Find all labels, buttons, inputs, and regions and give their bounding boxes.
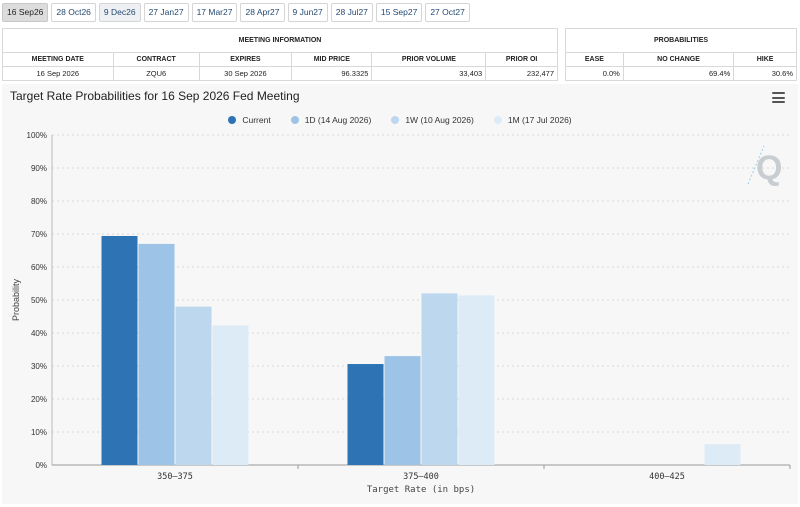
tab-9-dec26[interactable]: 9 Dec26 (98, 3, 141, 22)
col-ease: EASE (565, 52, 624, 67)
legend-item[interactable]: Current (228, 115, 271, 125)
tab-28-oct26[interactable]: 28 Oct26 (51, 3, 96, 22)
chart-legend: Current 1D (14 Aug 2026) 1W (10 Aug 2026) 1… (2, 115, 798, 125)
bar (458, 295, 495, 465)
legend-label: 1D (14 Aug 2026) (304, 115, 372, 125)
col-no-change: NO CHANGE (622, 52, 735, 67)
q-logo-icon: Q (747, 145, 782, 187)
x-tick-label: 400–425 (649, 472, 685, 482)
legend-label: 1W (10 Aug 2026) (405, 115, 474, 125)
y-tick-label: 90% (31, 164, 47, 173)
y-tick-label: 10% (31, 428, 47, 437)
cell-prior-oi: 232,477 (485, 66, 558, 81)
tab-9-jun27[interactable]: 9 Jun27 (287, 3, 328, 22)
probability-chart: 0% 10% 20% 30% 40% 50% 60% 70% 80% 90% 100% 350–375… (11, 131, 791, 495)
y-tick-label: 0% (35, 461, 47, 470)
meeting-tabs: 16 Sep26 28 Oct26 9 Dec26 27 Jan27 17 Mar27 2… (2, 3, 470, 23)
tab-28-apr27[interactable]: 28 Apr27 (240, 3, 285, 22)
hamburger-menu-icon[interactable] (772, 92, 785, 103)
probabilities-table: PROBABILITIES EASE NO CHANGE HIKE 0.0% 6… (565, 28, 797, 81)
y-tick-label: 100% (27, 131, 47, 140)
legend-item[interactable]: 1M (17 Jul 2026) (493, 115, 572, 125)
meeting-info-header: MEETING INFORMATION (2, 28, 558, 53)
meeting-information-table: MEETING INFORMATION MEETING DATE CONTRAC… (2, 28, 558, 81)
bar (704, 444, 741, 465)
cell-expires: 30 Sep 2026 (198, 66, 293, 81)
col-prior-oi: PRIOR OI (485, 52, 558, 67)
col-prior-volume: PRIOR VOLUME (371, 52, 487, 67)
bar (347, 364, 384, 465)
col-contract: CONTRACT (112, 52, 200, 67)
cell-hike: 30.6% (733, 66, 797, 81)
bar (384, 356, 421, 465)
cell-meeting-date: 16 Sep 2026 (2, 66, 114, 81)
cell-ease: 0.0% (565, 66, 624, 81)
tab-16-sep26[interactable]: 16 Sep26 (2, 3, 49, 22)
y-tick-label: 20% (31, 395, 47, 404)
x-tick-label: 375–400 (403, 472, 439, 482)
tab-15-sep27[interactable]: 15 Sep27 (375, 3, 423, 22)
tab-27-oct27[interactable]: 27 Oct27 (425, 3, 470, 22)
bar (175, 306, 212, 465)
col-meeting-date: MEETING DATE (2, 52, 114, 67)
cell-contract: ZQU6 (112, 66, 200, 81)
bar (138, 243, 175, 465)
cell-no-change: 69.4% (622, 66, 735, 81)
cell-prior-volume: 33,403 (371, 66, 487, 81)
legend-item[interactable]: 1W (10 Aug 2026) (391, 115, 474, 125)
bar (212, 325, 249, 465)
y-tick-label: 70% (31, 230, 47, 239)
y-tick-label: 80% (31, 197, 47, 206)
legend-label: 1M (17 Jul 2026) (507, 115, 572, 125)
col-expires: EXPIRES (198, 52, 293, 67)
bar (101, 235, 138, 465)
y-tick-label: 50% (31, 296, 47, 305)
x-axis-title: Target Rate (in bps) (367, 485, 475, 495)
x-tick-label: 350–375 (157, 472, 193, 482)
tab-27-jan27[interactable]: 27 Jan27 (143, 3, 189, 22)
y-axis-title: Probability (11, 278, 21, 321)
legend-marker (290, 116, 299, 124)
legend-marker (391, 116, 400, 124)
chart-panel: 0% 10% 20% 30% 40% 50% 60% 70% 80% 90% 100% 350–375… (2, 84, 798, 504)
cell-mid-price: 96.3325 (291, 66, 373, 81)
bar (421, 293, 458, 465)
legend-marker (493, 116, 502, 124)
legend-marker (228, 116, 237, 124)
svg-text:Q: Q (756, 149, 782, 187)
col-hike: HIKE (733, 52, 797, 67)
col-mid-price: MID PRICE (291, 52, 373, 67)
y-tick-label: 30% (31, 362, 47, 371)
legend-label: Current (242, 115, 271, 125)
y-tick-label: 40% (31, 329, 47, 338)
legend-item[interactable]: 1D (14 Aug 2026) (290, 115, 372, 125)
chart-title: Target Rate Probabilities for 16 Sep 202… (10, 89, 300, 103)
y-tick-label: 60% (31, 263, 47, 272)
tab-17-mar27[interactable]: 17 Mar27 (191, 3, 238, 22)
probabilities-header: PROBABILITIES (565, 28, 797, 53)
tab-28-jul27[interactable]: 28 Jul27 (330, 3, 373, 22)
